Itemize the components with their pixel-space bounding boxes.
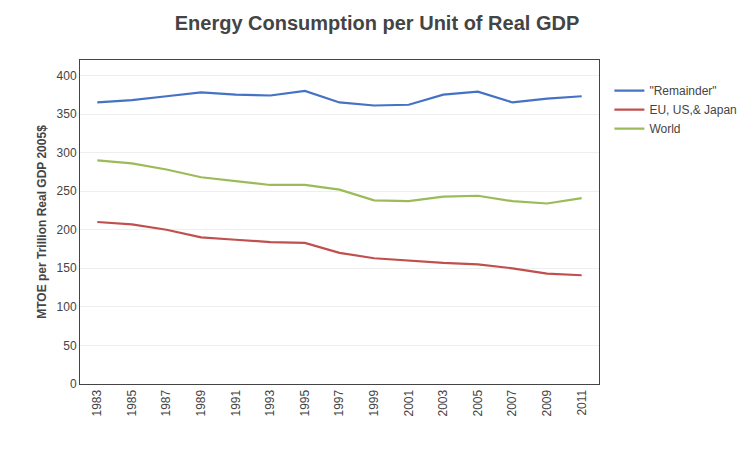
svg-text:2011: 2011	[575, 389, 589, 415]
svg-text:2007: 2007	[505, 389, 519, 416]
svg-text:1987: 1987	[159, 389, 173, 416]
svg-text:2001: 2001	[402, 389, 416, 416]
svg-text:Energy Consumption per Unit of: Energy Consumption per Unit of Real GDP	[175, 12, 579, 34]
svg-text:1999: 1999	[367, 389, 381, 416]
svg-text:200: 200	[57, 223, 77, 237]
svg-text:1985: 1985	[125, 389, 139, 416]
svg-text:1983: 1983	[90, 389, 104, 416]
svg-text:1997: 1997	[332, 389, 346, 416]
svg-text:2009: 2009	[540, 389, 554, 416]
svg-text:"Remainder": "Remainder"	[649, 84, 716, 98]
svg-text:1995: 1995	[298, 389, 312, 416]
svg-text:1993: 1993	[263, 389, 277, 416]
svg-text:MTOE per Trillion Real GDP 200: MTOE per Trillion Real GDP 2005$	[35, 125, 49, 319]
svg-text:250: 250	[57, 184, 77, 198]
svg-text:2005: 2005	[471, 389, 485, 416]
svg-text:100: 100	[57, 300, 77, 314]
svg-text:300: 300	[57, 146, 77, 160]
svg-text:400: 400	[57, 69, 77, 83]
svg-text:2003: 2003	[436, 389, 450, 416]
svg-text:150: 150	[57, 261, 77, 275]
svg-text:350: 350	[57, 107, 77, 121]
svg-text:0: 0	[70, 377, 77, 391]
svg-text:50: 50	[63, 339, 77, 353]
svg-text:1991: 1991	[229, 389, 243, 416]
svg-text:1989: 1989	[194, 389, 208, 416]
svg-text:World: World	[649, 122, 680, 136]
svg-text:EU, US,& Japan: EU, US,& Japan	[649, 103, 736, 117]
